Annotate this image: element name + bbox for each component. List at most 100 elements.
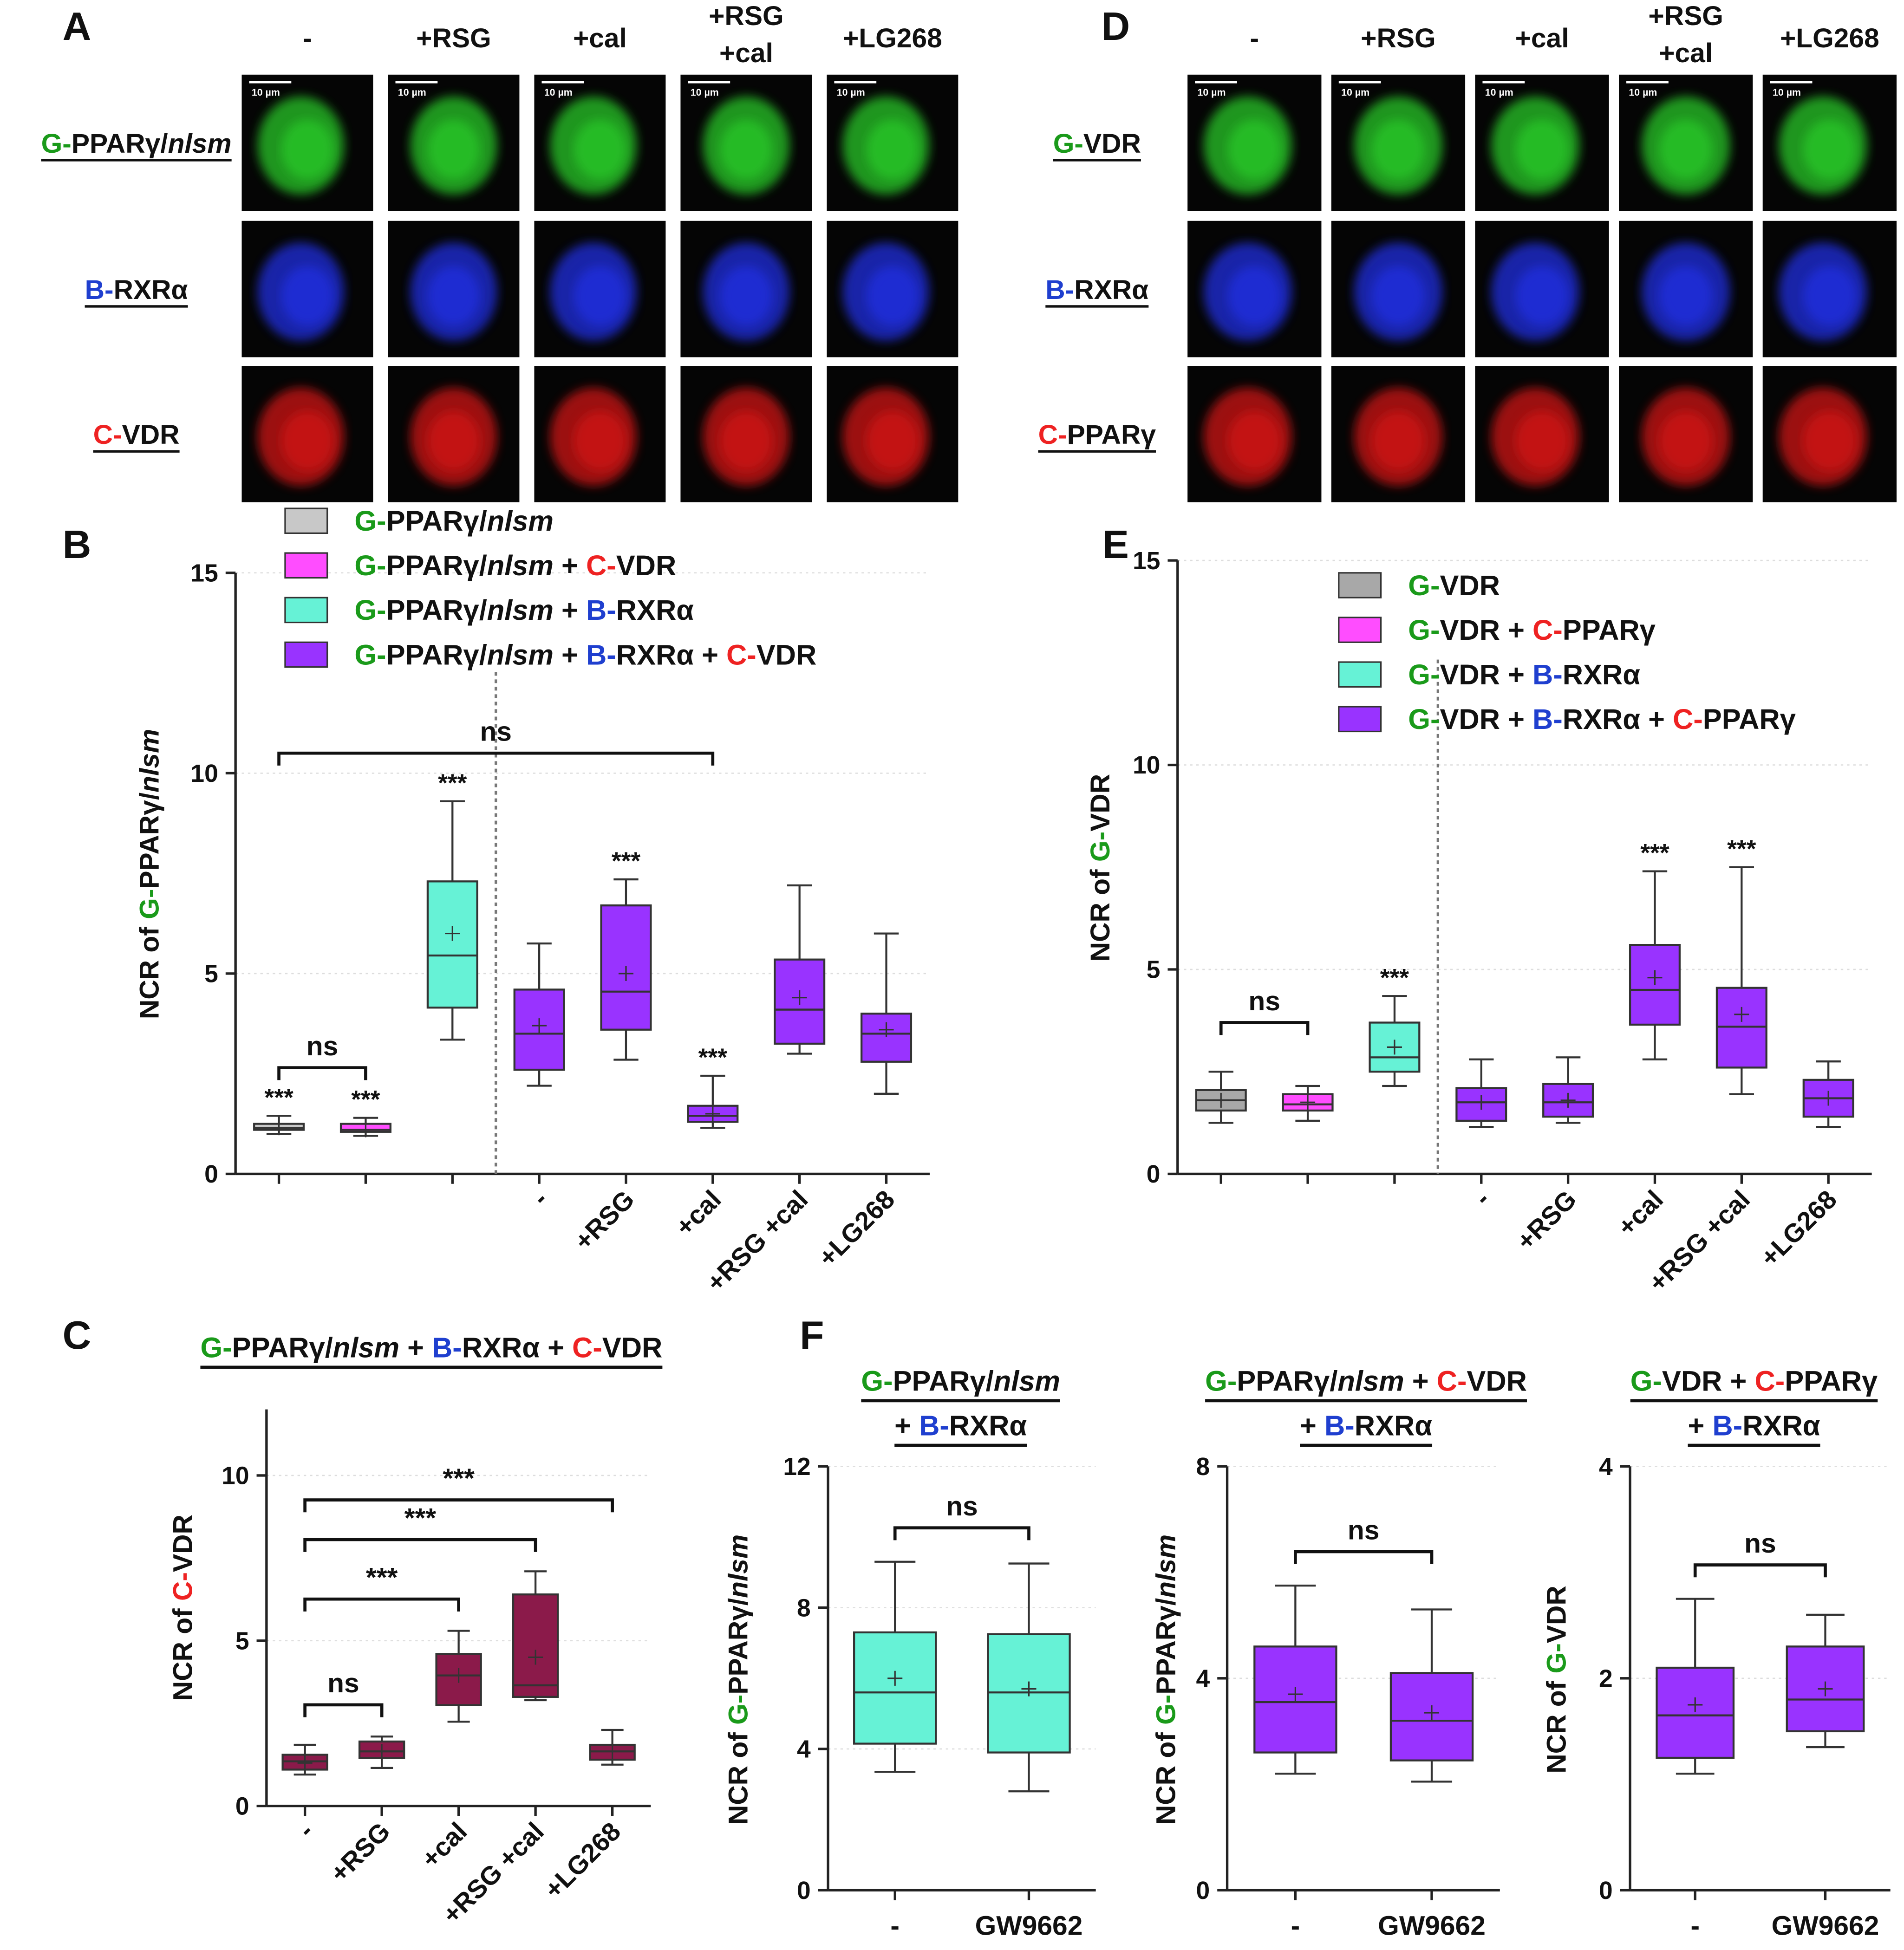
text-part: PPARγ/ [386, 594, 487, 626]
text-part: F [800, 1313, 824, 1358]
text-part: 2 [1599, 1665, 1613, 1692]
x-tick-label: - [1291, 1911, 1300, 1941]
legend-label: G-VDR + B-RXRα + C-PPARγ [1408, 703, 1796, 735]
legend-label: G-PPARγ/nlsm + B-RXRα [354, 594, 694, 626]
bracket-label: *** [366, 1562, 398, 1592]
text-part: *** [438, 769, 467, 797]
text-part: +RSG [324, 1816, 396, 1888]
legend-label: G-PPARγ/nlsm [354, 505, 554, 537]
x-tick-label: - [526, 1184, 553, 1211]
text-part: G- [1053, 129, 1083, 159]
x-tick-label: GW9662 [975, 1911, 1083, 1941]
text-part: nlsm [724, 1534, 754, 1598]
y-tick-label: 5 [235, 1628, 249, 1655]
text-part: GW9662 [1378, 1911, 1486, 1941]
legend-swatch [284, 552, 328, 579]
text-part: ns [480, 717, 512, 747]
legend-swatch [284, 641, 328, 668]
text-part: NCR of [168, 1601, 198, 1701]
y-tick-label: 12 [783, 1453, 810, 1481]
text-part: *** [443, 1463, 475, 1494]
y-tick-label: 8 [1196, 1453, 1210, 1481]
text-part: *** [698, 1044, 728, 1072]
column-header: +LG268 [843, 23, 942, 53]
text-part: + [894, 1410, 919, 1442]
row-label: B-RXRα [85, 275, 188, 305]
text-part: nlsm [1151, 1534, 1181, 1598]
text-part: NCR of [1085, 862, 1115, 962]
y-tick-label: 0 [1599, 1877, 1613, 1904]
nucleus [1515, 410, 1569, 471]
bracket-label: ns [480, 717, 512, 747]
text-part: PPARγ/ [386, 550, 487, 582]
text-part: B- [1532, 659, 1563, 691]
text-part: ns [1248, 986, 1280, 1016]
scale-bar-label: 10 µm [691, 87, 719, 98]
y-tick-label: 15 [190, 560, 218, 587]
panel-letter: F [800, 1313, 824, 1358]
scale-bar-label: 10 µm [1341, 87, 1369, 98]
nucleus [1227, 410, 1281, 471]
text-part: +LG268 [843, 23, 942, 53]
text-part: nlsm [994, 1365, 1060, 1398]
text-part: PPARγ/ [893, 1365, 994, 1398]
text-part: VDR [756, 639, 817, 671]
mean [1734, 1007, 1749, 1022]
y-tick-label: 4 [797, 1736, 811, 1763]
y-tick-label: 4 [1599, 1453, 1613, 1481]
text-part: PPARγ/ [135, 793, 165, 889]
text-part: *** [366, 1562, 398, 1592]
y-tick-label: 8 [797, 1594, 811, 1622]
x-tick-label: - [1690, 1911, 1700, 1941]
bracket [1693, 1563, 1827, 1578]
column-header: - [303, 23, 312, 53]
text-part: PPARγ/ [232, 1332, 333, 1364]
box [861, 1013, 913, 1063]
text-part: G- [354, 505, 386, 537]
y-axis-label: NCR of G-VDR [1541, 1586, 1571, 1773]
text-part: 0 [1599, 1877, 1613, 1904]
bracket-label: ns [1744, 1528, 1776, 1559]
mean [374, 1744, 390, 1759]
y-tick-label: 10 [190, 760, 218, 787]
text-part: nlsm [487, 639, 554, 671]
mean [297, 1755, 313, 1771]
nucleus [1515, 119, 1569, 180]
scale-bar-label: 10 µm [398, 87, 426, 98]
text-part: *** [1380, 964, 1409, 992]
legend-label: G-VDR + B-RXRα [1408, 659, 1640, 691]
text-part: 15 [190, 560, 218, 587]
bracket [303, 1498, 614, 1513]
x-tick-label: +RSG [568, 1184, 640, 1256]
y-axis-label: NCR of C-VDR [168, 1514, 198, 1701]
text-part: +cal [719, 38, 773, 68]
x-tick-label: +LG268 [1754, 1184, 1842, 1272]
text-part: GW9662 [1772, 1911, 1879, 1941]
text-part: C- [1673, 703, 1703, 735]
y-tick-label: 0 [1196, 1877, 1210, 1904]
text-part: 5 [204, 961, 218, 988]
mean [271, 1120, 287, 1136]
box [512, 1593, 559, 1698]
mean [1474, 1095, 1489, 1110]
legend-label: G-VDR [1408, 570, 1500, 602]
x-tick-label: GW9662 [1772, 1911, 1879, 1941]
text-part: C- [1532, 614, 1563, 646]
row-label: G-PPARγ/nlsm [41, 129, 232, 159]
text-part: ns [1744, 1528, 1776, 1559]
text-part: 4 [797, 1736, 811, 1763]
text-part: C- [586, 550, 616, 582]
text-part: C- [1754, 1365, 1785, 1398]
significance: *** [351, 1086, 380, 1113]
nucleus [427, 266, 480, 326]
text-part: B- [85, 275, 114, 305]
text-part: + [1300, 1410, 1324, 1442]
text-part: NCR of [1151, 1725, 1181, 1825]
text-part: G- [1408, 614, 1440, 646]
text-part: - [1291, 1911, 1300, 1941]
text-part: PPARγ [1703, 703, 1796, 735]
mean [1213, 1092, 1229, 1108]
bracket-label: *** [404, 1503, 437, 1533]
text-part: nlsm [333, 1332, 399, 1364]
x-tick-label: +LG268 [813, 1184, 900, 1272]
